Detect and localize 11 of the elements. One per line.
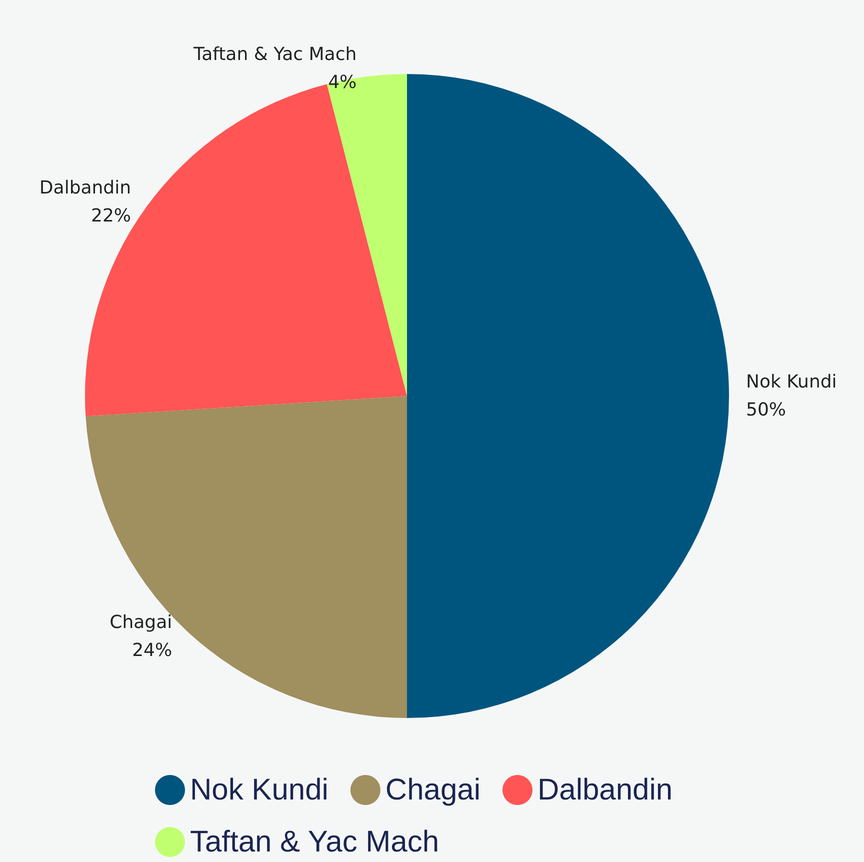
slice-label: Taftan & Yac Mach <box>192 44 357 66</box>
slice-label: Dalbandin <box>39 178 132 199</box>
data-label: 24% <box>132 640 172 662</box>
slice-label: Nok Kundi <box>746 372 837 392</box>
data-label: 50% <box>746 400 786 420</box>
legend-label: Nok Kundi <box>190 774 328 806</box>
legend-label: Taftan & Yac Mach <box>190 826 440 858</box>
legend-label: Dalbandin <box>537 774 673 806</box>
slice-label: Chagai <box>110 612 172 634</box>
data-label: 22% <box>91 206 132 227</box>
legend-label: Chagai <box>385 774 480 806</box>
